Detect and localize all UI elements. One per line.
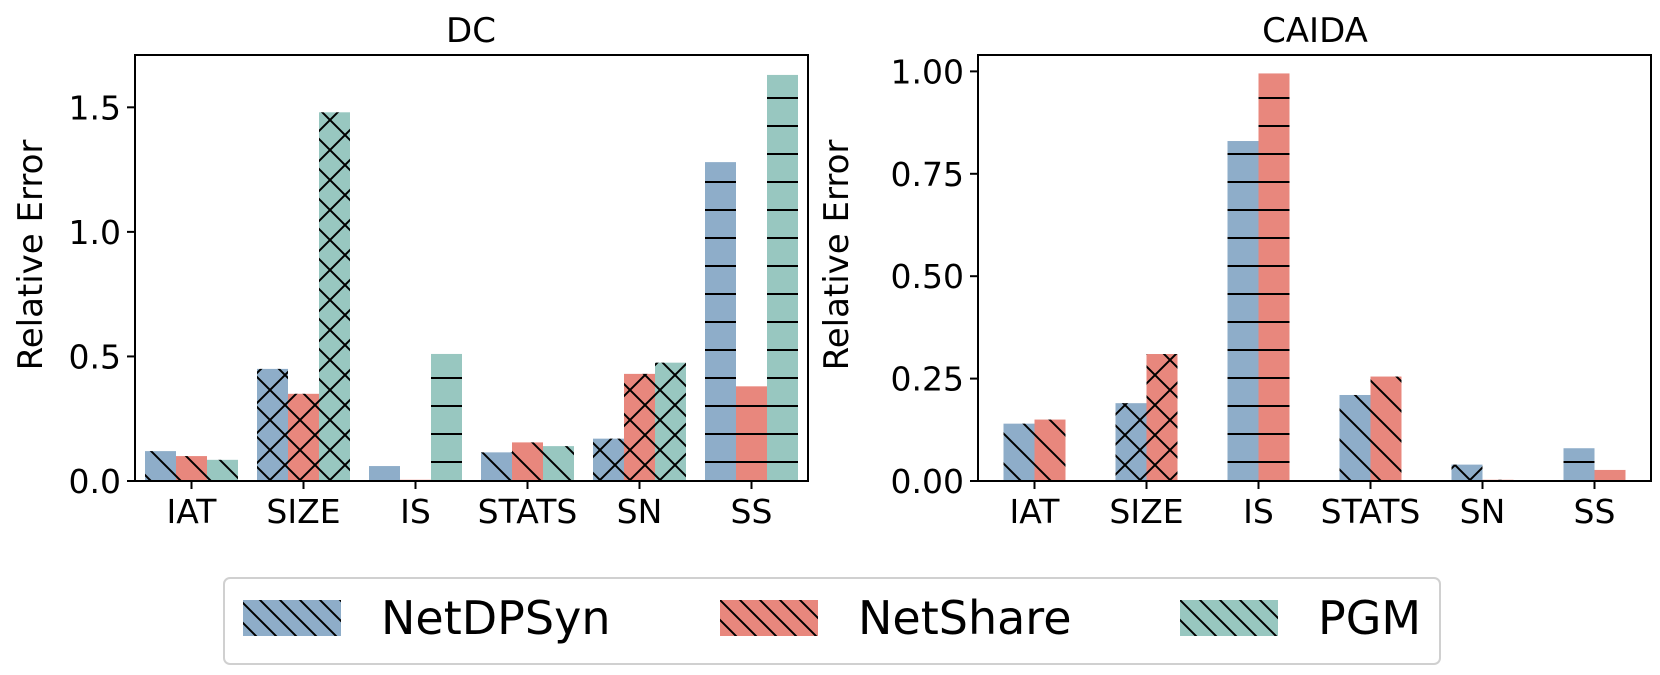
bar-hatch-netdpsyn-is	[1227, 141, 1259, 481]
bar-hatch-netdpsyn-size	[257, 368, 288, 481]
bar-hatch-netdpsyn-stats	[1339, 394, 1371, 481]
x-tick-label: SN	[1460, 492, 1506, 531]
chart-dc: DC Relative Error 0.0 0.5 1.0 1.5 IAT SIZE IS…	[11, 11, 809, 531]
bar-hatch-netshare-ss	[736, 386, 767, 481]
legend-swatch-hatch-netdpsyn	[243, 600, 341, 636]
bar-hatch-pgm-ss	[767, 74, 798, 482]
x-tick-label: SIZE	[266, 492, 340, 531]
chart-title: DC	[446, 11, 496, 51]
legend-frame	[223, 577, 1441, 665]
x-tick-label: IAT	[1010, 492, 1061, 531]
bar-hatch-netdpsyn-stats	[481, 452, 512, 481]
x-tick-label: STATS	[1321, 492, 1421, 531]
x-tick-label: STATS	[478, 492, 578, 531]
legend: NetDPSyn NetShare PGM	[223, 577, 1441, 665]
bar-hatch-netdpsyn-is	[369, 466, 400, 481]
bars	[1003, 73, 1626, 482]
bar-hatch-pgm-size	[319, 112, 350, 481]
bar-hatch-netdpsyn-ss	[1563, 448, 1595, 481]
bar-hatch-pgm-iat	[207, 459, 238, 481]
x-tick-label: SS	[731, 492, 773, 531]
x-tick-label: SIZE	[1109, 492, 1183, 531]
plot-frame	[977, 54, 1652, 482]
bar-hatch-netshare-stats	[1370, 376, 1402, 481]
x-tick-label: SS	[1574, 492, 1616, 531]
x-tick-label: IS	[400, 492, 431, 531]
y-tick-label: 1.5	[69, 88, 121, 127]
chart-caida: CAIDA Relative Error 0.00 0.25 0.50 0.75 1.0…	[817, 11, 1652, 531]
bar-hatch-pgm-is	[431, 353, 462, 481]
bar-hatch-netshare-iat	[176, 456, 207, 481]
y-tick-label: 0.50	[891, 257, 964, 296]
legend-label-pgm: PGM	[1318, 591, 1421, 645]
legend-swatch-hatch-pgm	[1180, 600, 1278, 636]
y-ticks: 0.00 0.25 0.50 0.75 1.00	[891, 52, 978, 501]
y-tick-label: 0.5	[69, 337, 121, 376]
bar-hatch-netshare-stats	[512, 442, 543, 481]
legend-swatch-hatch-netshare	[720, 600, 818, 636]
bars	[145, 74, 798, 482]
bar-hatch-netdpsyn-ss	[705, 162, 736, 481]
legend-label-netdpsyn: NetDPSyn	[381, 591, 610, 645]
chart-title: CAIDA	[1262, 11, 1368, 51]
bar-hatch-netdpsyn-size	[1115, 403, 1147, 481]
bar-hatch-netshare-sn	[624, 373, 655, 481]
y-ticks: 0.0 0.5 1.0 1.5	[69, 88, 135, 501]
bar-hatch-netshare-size	[288, 393, 319, 481]
legend-label-netshare: NetShare	[858, 591, 1072, 645]
y-tick-label: 0.25	[891, 360, 964, 399]
bar-hatch-netdpsyn-sn	[1451, 464, 1483, 481]
y-tick-label: 0.0	[69, 462, 121, 501]
plot-frame	[134, 54, 809, 482]
y-axis-label: Relative Error	[11, 140, 51, 371]
y-tick-label: 1.00	[891, 52, 964, 91]
x-tick-label: IAT	[167, 492, 218, 531]
y-tick-label: 0.75	[891, 155, 964, 194]
bar-hatch-netdpsyn-iat	[145, 451, 176, 481]
bar-hatch-netdpsyn-iat	[1003, 423, 1035, 481]
bar-hatch-pgm-sn	[655, 362, 686, 481]
bar-hatch-netdpsyn-sn	[593, 438, 624, 481]
x-ticks: IAT SIZE IS STATS SN SS	[1010, 481, 1616, 531]
x-tick-label: SN	[617, 492, 663, 531]
y-axis-label: Relative Error	[817, 140, 857, 371]
bar-hatch-pgm-stats	[543, 446, 574, 481]
bar-hatch-netshare-ss	[1594, 469, 1626, 481]
y-tick-label: 1.0	[69, 213, 121, 252]
y-tick-label: 0.00	[891, 462, 964, 501]
bar-hatch-netshare-size	[1146, 354, 1178, 481]
bar-hatch-netshare-is	[1258, 73, 1290, 482]
x-tick-label: IS	[1243, 492, 1274, 531]
bar-hatch-netshare-iat	[1034, 419, 1066, 481]
x-ticks: IAT SIZE IS STATS SN SS	[167, 481, 773, 531]
